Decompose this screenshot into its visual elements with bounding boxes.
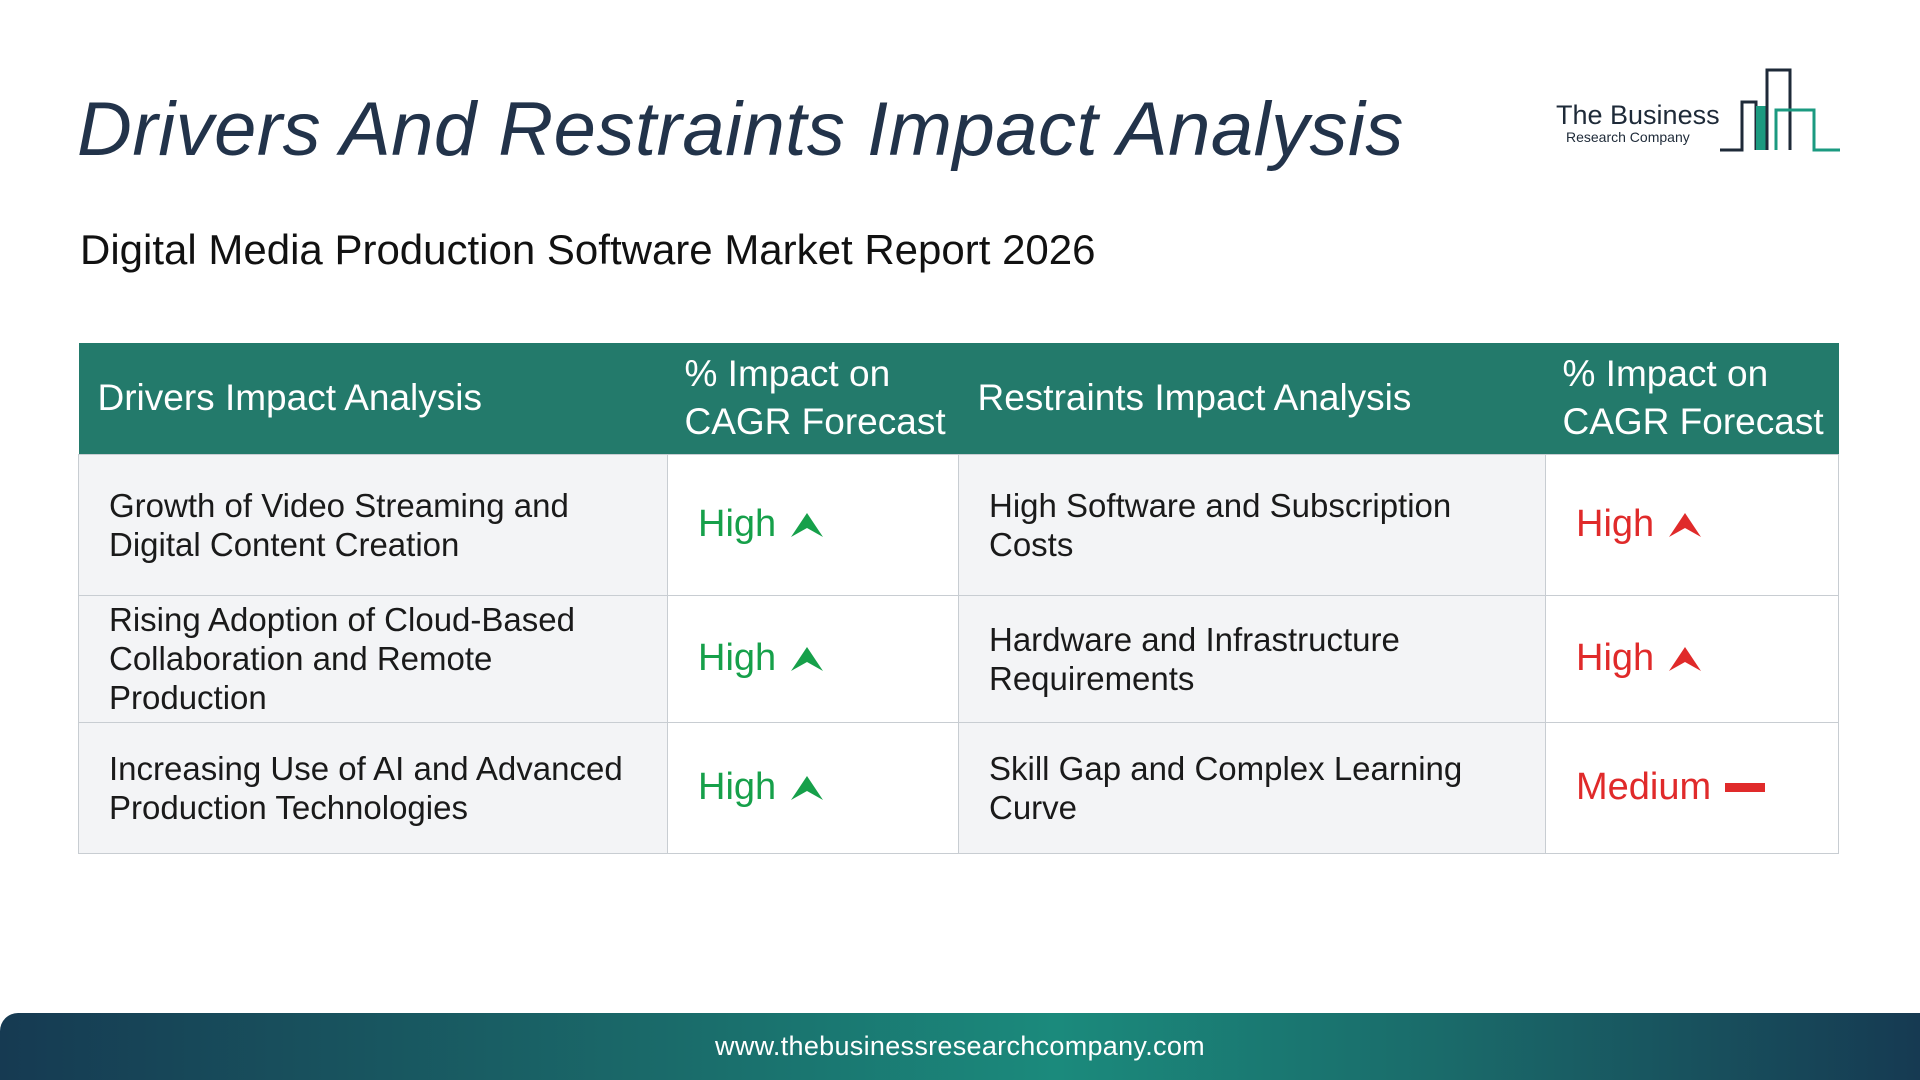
- header-restraints: Restraints Impact Analysis: [958, 343, 1546, 454]
- driver-impact-label: High: [698, 637, 777, 679]
- driver-impact-cell: High: [667, 453, 959, 596]
- driver-impact-label: High: [698, 503, 777, 545]
- logo-line-2: Research Company: [1566, 129, 1690, 145]
- driver-cell: Increasing Use of AI and Advanced Produc…: [78, 721, 668, 854]
- page-title: Drivers And Restraints Impact Analysis: [77, 87, 1404, 172]
- header-restraints-impact: % Impact on CAGR Forecast: [1545, 343, 1839, 454]
- header-drivers-impact: % Impact on CAGR Forecast: [667, 343, 959, 454]
- restraint-impact-cell: High: [1545, 453, 1839, 596]
- restraint-impact-label: High: [1576, 503, 1655, 545]
- company-logo: The Business Research Company: [1550, 66, 1840, 156]
- footer-bar: www.thebusinessresearchcompany.com: [0, 1013, 1920, 1080]
- footer-website-link[interactable]: www.thebusinessresearchcompany.com: [715, 1031, 1205, 1061]
- logo-buildings-icon: [1720, 68, 1840, 152]
- logo-line-1: The Business: [1556, 100, 1720, 130]
- driver-impact-cell: High: [667, 594, 959, 723]
- table-header-row: Drivers Impact Analysis % Impact on CAGR…: [78, 343, 1839, 454]
- restraint-impact-label: High: [1576, 637, 1655, 679]
- restraint-cell: Hardware and Infrastructure Requirements: [958, 594, 1546, 723]
- driver-cell: Rising Adoption of Cloud-Based Collabora…: [78, 594, 668, 723]
- up-arrow-icon: [1669, 646, 1702, 671]
- driver-impact-cell: High: [667, 721, 959, 854]
- restraint-impact-cell: Medium: [1545, 721, 1839, 854]
- header-restraints-impact-line2: CAGR Forecast: [1562, 401, 1824, 443]
- up-arrow-icon: [791, 775, 824, 800]
- header-drivers-impact-line2: CAGR Forecast: [684, 401, 946, 443]
- up-arrow-icon: [791, 512, 824, 537]
- table-row: Increasing Use of AI and Advanced Produc…: [78, 721, 1839, 854]
- header-drivers: Drivers Impact Analysis: [78, 343, 668, 454]
- table-row: Rising Adoption of Cloud-Based Collabora…: [78, 594, 1839, 723]
- report-subtitle: Digital Media Production Software Market…: [80, 226, 1096, 273]
- header-restraints-impact-line1: % Impact on: [1562, 353, 1769, 395]
- table-row: Growth of Video Streaming and Digital Co…: [78, 453, 1839, 596]
- up-arrow-icon: [791, 646, 824, 671]
- driver-impact-label: High: [698, 766, 777, 808]
- restraint-impact-cell: High: [1545, 594, 1839, 723]
- dash-icon: [1725, 783, 1766, 792]
- header-drivers-impact-line1: % Impact on: [684, 353, 891, 395]
- driver-cell: Growth of Video Streaming and Digital Co…: [78, 453, 668, 596]
- restraint-cell: High Software and Subscription Costs: [958, 453, 1546, 596]
- impact-table: Drivers Impact Analysis % Impact on CAGR…: [78, 343, 1839, 854]
- restraint-impact-label: Medium: [1576, 766, 1712, 808]
- restraint-cell: Skill Gap and Complex Learning Curve: [958, 721, 1546, 854]
- up-arrow-icon: [1669, 512, 1702, 537]
